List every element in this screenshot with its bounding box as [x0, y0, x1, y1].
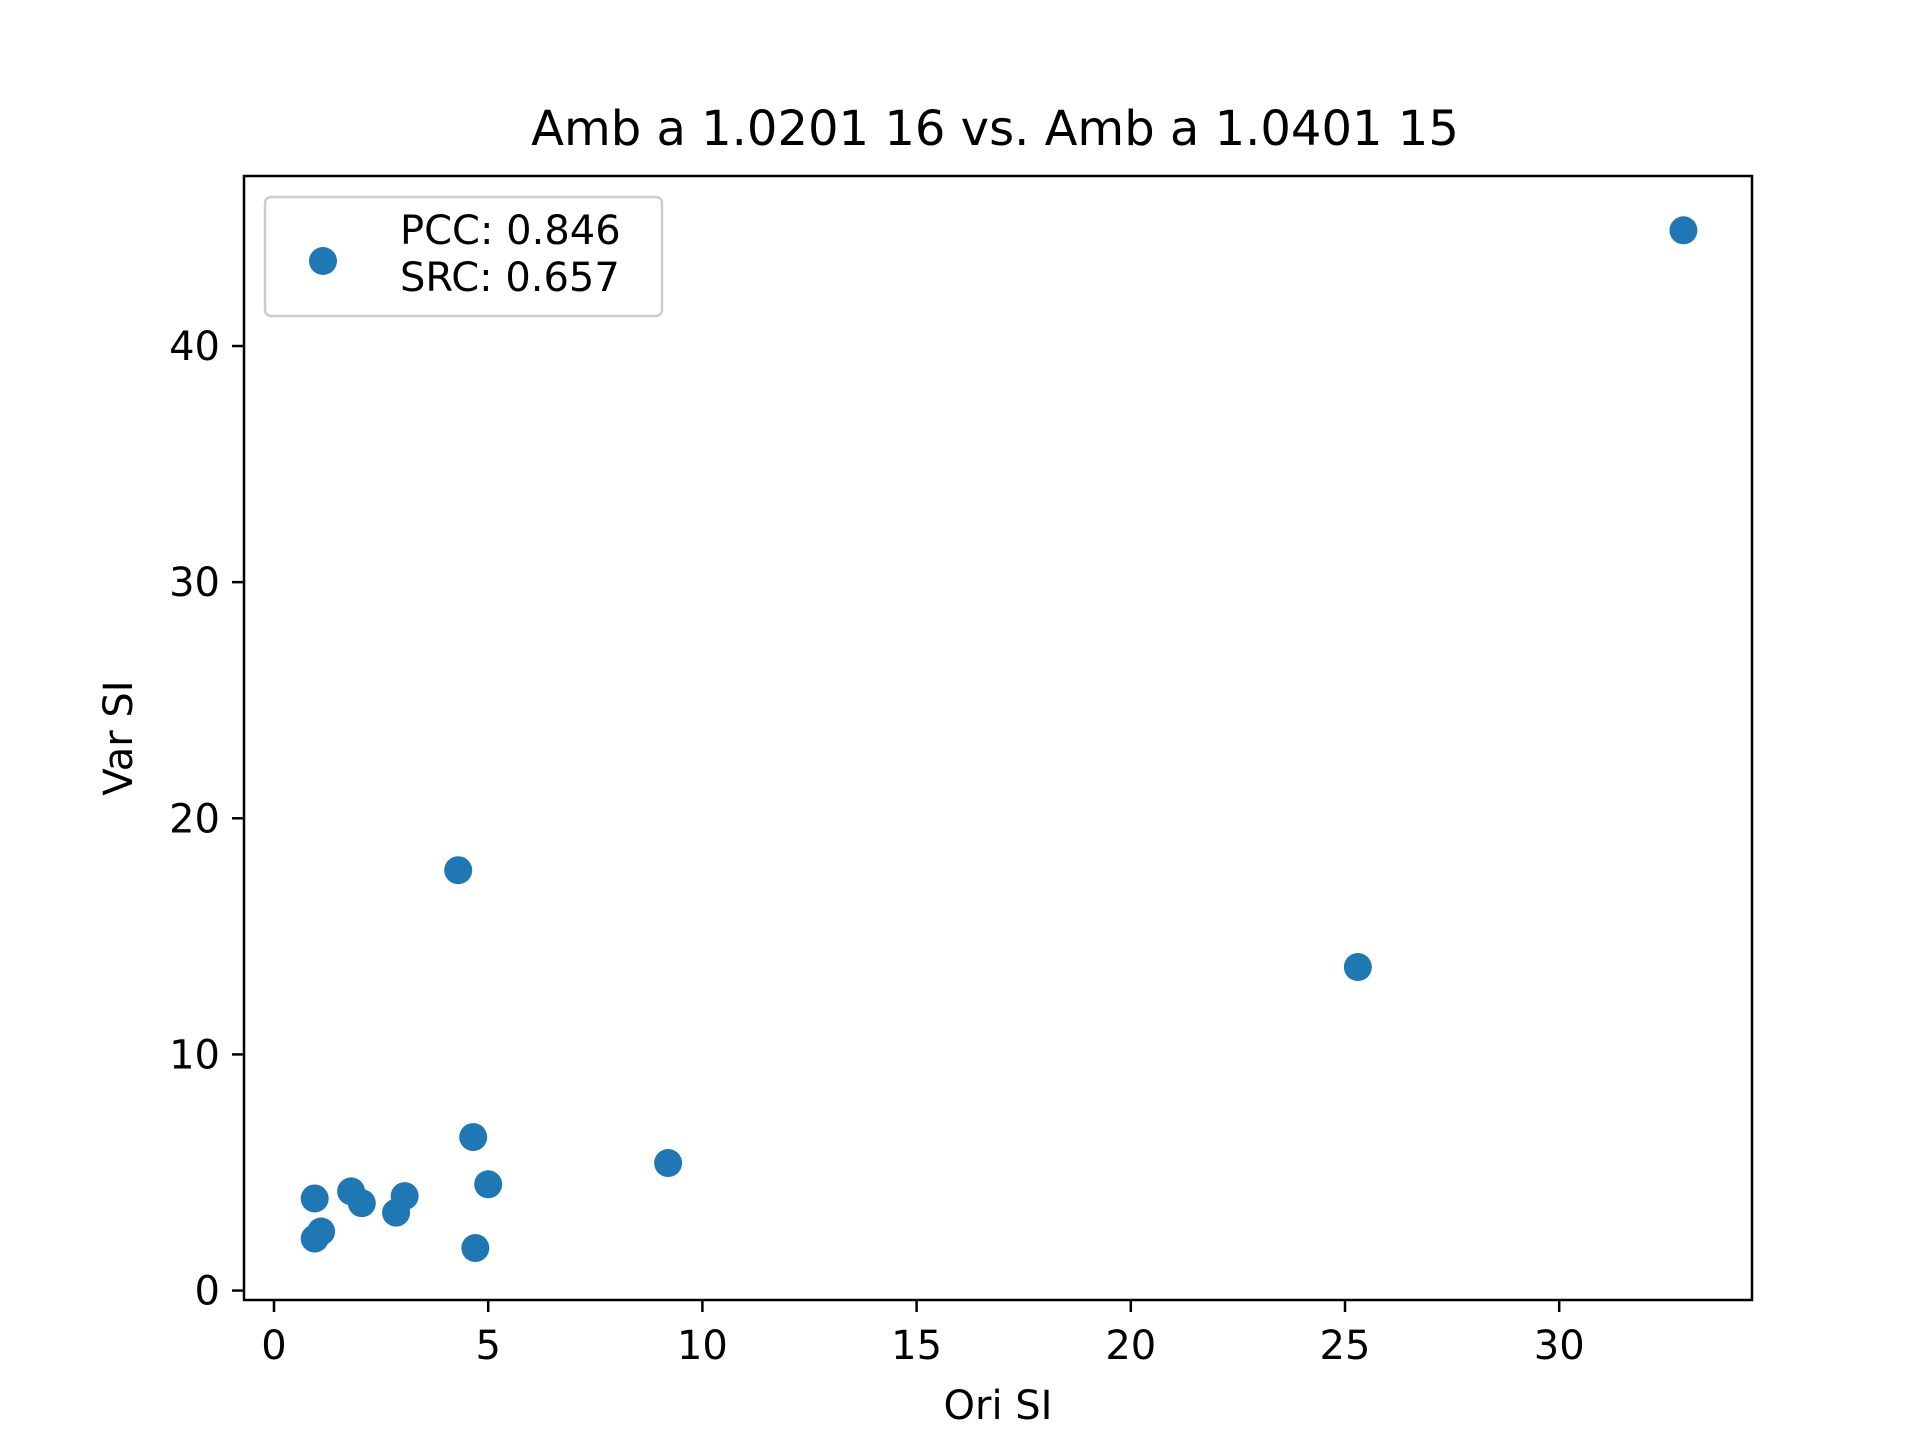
y-tick-label: 0: [195, 1269, 220, 1315]
legend-line-pcc: PCC: 0.846: [400, 208, 621, 254]
x-tick-label: 10: [677, 1323, 728, 1369]
legend: PCC: 0.846 SRC: 0.657: [263, 195, 664, 318]
scatter-point: [654, 1149, 683, 1178]
x-tick-label: 25: [1320, 1323, 1371, 1369]
scatter-point: [347, 1189, 376, 1218]
plot-area-frame: [242, 174, 1754, 1302]
chart-title: Amb a 1.0201 16 vs. Amb a 1.0401 15: [531, 101, 1459, 157]
scatter-point: [474, 1170, 503, 1199]
x-tick-label: 30: [1534, 1323, 1585, 1369]
scatter-point: [300, 1224, 329, 1253]
y-tick-label: 20: [169, 796, 220, 842]
points-layer: [300, 216, 1698, 1263]
y-tick-label: 40: [169, 324, 220, 370]
x-tick-label: 20: [1105, 1323, 1156, 1369]
legend-box: [263, 195, 664, 318]
scatter-point: [1669, 216, 1698, 245]
scatter-point: [300, 1184, 329, 1213]
scatter-point: [382, 1198, 411, 1227]
x-axis-ticks: 0 5 10 15 20 25 30: [261, 1300, 1585, 1369]
y-tick-label: 30: [169, 560, 220, 606]
y-axis-label: Var SI: [96, 680, 142, 795]
x-tick-label: 5: [475, 1323, 500, 1369]
x-tick-label: 0: [261, 1323, 286, 1369]
scatter-point: [461, 1234, 490, 1263]
y-tick-label: 10: [169, 1032, 220, 1078]
legend-marker: [309, 247, 337, 275]
scatter-point: [444, 856, 473, 885]
y-axis-ticks: 0 10 20 30 40: [169, 324, 244, 1315]
x-axis-label: Ori SI: [944, 1383, 1053, 1429]
legend-line-src: SRC: 0.657: [400, 255, 620, 301]
scatter-point: [1343, 953, 1372, 982]
scatter-point: [459, 1123, 488, 1152]
x-tick-label: 15: [891, 1323, 942, 1369]
